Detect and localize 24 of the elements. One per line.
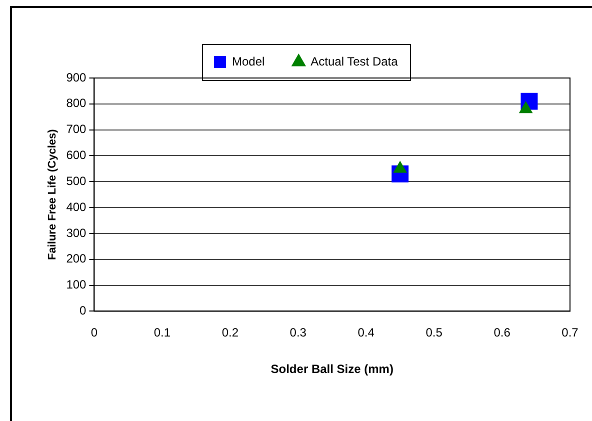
x-tick-label: 0: [90, 326, 98, 340]
y-tick-label: 200: [66, 252, 87, 266]
y-tick-label: 800: [66, 96, 87, 110]
y-tick-label: 100: [66, 278, 87, 292]
y-tick-label: 400: [66, 200, 87, 214]
point: [393, 160, 408, 173]
x-tick-label: 0.1: [154, 326, 171, 340]
point: [518, 101, 533, 114]
y-tick-label: 600: [66, 148, 87, 162]
x-axis-title: Solder Ball Size (mm): [270, 362, 394, 376]
x-tick-label: 0.2: [222, 326, 239, 340]
x-tick-label: 0.4: [358, 326, 375, 340]
y-tick-label: 900: [66, 70, 87, 84]
y-axis-title: Failure Free Life (Cycles): [46, 128, 59, 260]
legend-label: Model: [232, 54, 265, 68]
y-tick-label: 0: [80, 304, 87, 318]
legend-label: Actual Test Data: [310, 54, 398, 68]
y-tick-label: 500: [66, 174, 87, 188]
x-tick-label: 0.5: [426, 326, 443, 340]
y-tick-label: 700: [66, 122, 87, 136]
x-tick-label: 0.3: [290, 326, 307, 340]
y-tick-label: 300: [66, 226, 87, 240]
x-tick-label: 0.7: [562, 326, 579, 340]
x-tick-label: 0.6: [494, 326, 511, 340]
